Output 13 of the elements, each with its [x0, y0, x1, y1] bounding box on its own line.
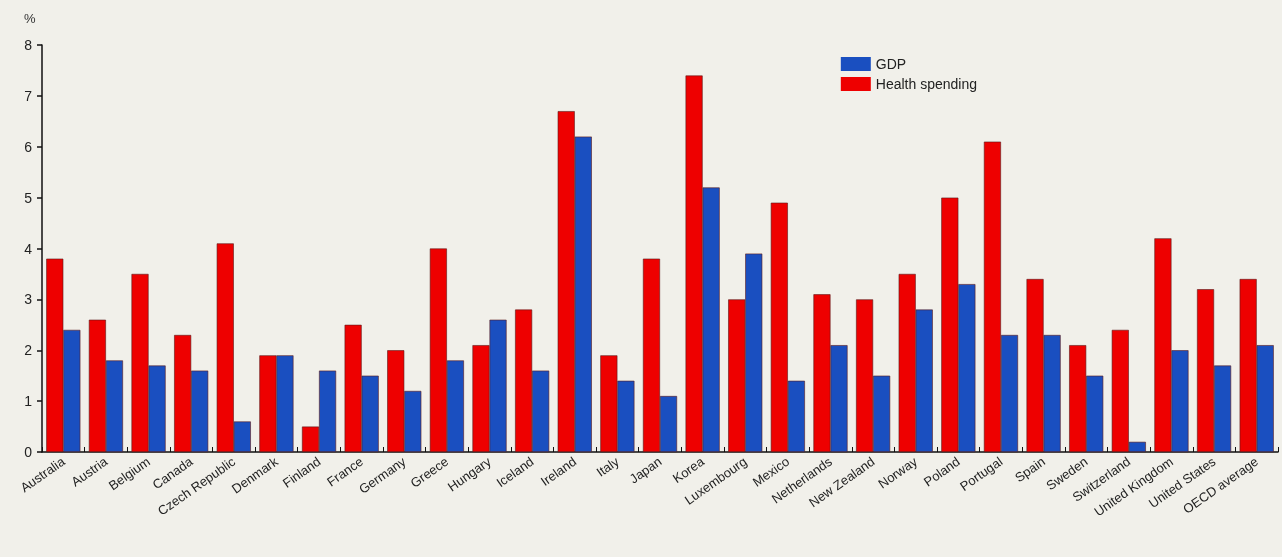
legend-label: GDP [875, 56, 907, 72]
y-tick-label: 7 [24, 87, 33, 104]
y-tick-label: 4 [24, 240, 33, 257]
y-axis-title: % [24, 11, 36, 26]
legend-label: Health spending [875, 76, 977, 92]
x-tick-label: Italy [593, 453, 623, 480]
y-tick-label: 5 [24, 189, 33, 206]
y-tick-label: 0 [24, 444, 33, 460]
y-tick-label: 1 [24, 393, 33, 410]
y-tick-label: 8 [24, 37, 33, 53]
y-tick-label: 6 [24, 138, 33, 155]
y-tick-label: 2 [24, 342, 33, 359]
y-tick-label: 3 [24, 291, 33, 308]
